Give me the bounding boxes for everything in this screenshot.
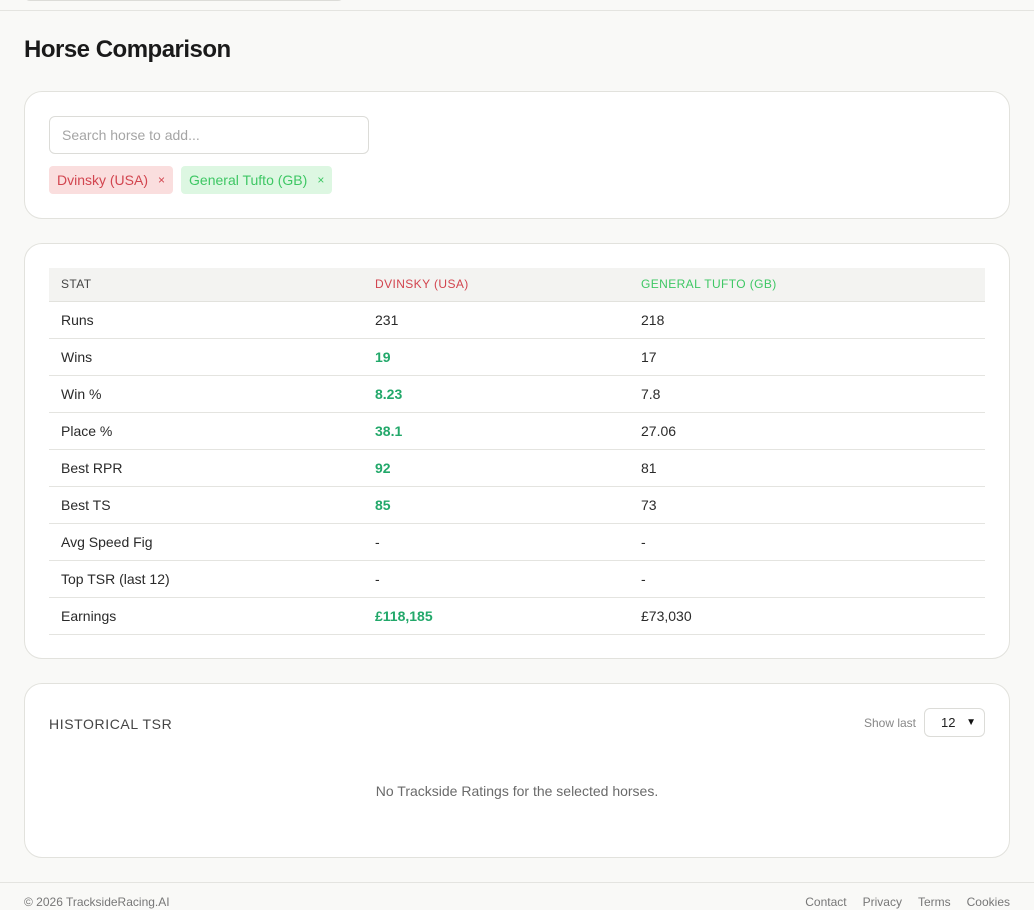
selected-horses: Dvinsky (USA) × General Tufto (GB) × <box>49 166 333 194</box>
page-title: Horse Comparison <box>24 36 231 63</box>
horse-chip-general-tufto: General Tufto (GB) × <box>181 166 333 194</box>
show-last-select[interactable]: 12 ▼ <box>924 708 985 737</box>
show-last-value: 12 <box>941 715 956 730</box>
horse-a-value: 38.1 <box>363 412 629 450</box>
stat-name: Win % <box>49 375 363 413</box>
horse-a-value: 231 <box>363 301 629 339</box>
horse-a-value: - <box>363 560 629 598</box>
horse-a-value: 85 <box>363 486 629 524</box>
table-row: Earnings £118,185 £73,030 <box>49 597 985 635</box>
horse-search-input[interactable] <box>49 116 369 154</box>
horse-a-value: - <box>363 523 629 561</box>
table-row: Place % 38.1 27.06 <box>49 412 985 450</box>
table-row: Wins 19 17 <box>49 338 985 376</box>
footer: © 2026 TracksideRacing.AI Contact Privac… <box>0 882 1034 910</box>
horse-b-value: £73,030 <box>629 597 985 635</box>
horse-chip-dvinsky: Dvinsky (USA) × <box>49 166 174 194</box>
table-row: Best TS 85 73 <box>49 486 985 524</box>
stat-name: Runs <box>49 301 363 339</box>
stat-name: Wins <box>49 338 363 376</box>
remove-chip-icon[interactable]: × <box>317 173 325 187</box>
horse-b-value: - <box>629 523 985 561</box>
chip-label: General Tufto (GB) <box>189 172 308 188</box>
copyright-text: © 2026 TracksideRacing.AI <box>24 895 170 909</box>
table-row: Top TSR (last 12) - - <box>49 560 985 598</box>
stat-name: Top TSR (last 12) <box>49 560 363 598</box>
horse-a-value: £118,185 <box>363 597 629 635</box>
stat-name: Best RPR <box>49 449 363 487</box>
table-row: Runs 231 218 <box>49 301 985 339</box>
header-stat: STAT <box>49 268 363 302</box>
top-bar <box>0 0 1034 11</box>
comparison-card: STAT DVINSKY (USA) GENERAL TUFTO (GB) Ru… <box>24 243 1010 659</box>
show-last-control: Show last 12 ▼ <box>864 708 985 737</box>
table-row: Win % 8.23 7.8 <box>49 375 985 413</box>
stat-name: Best TS <box>49 486 363 524</box>
horse-b-value: 81 <box>629 449 985 487</box>
top-search-stub[interactable] <box>24 0 344 1</box>
header-horse-b: GENERAL TUFTO (GB) <box>629 268 985 302</box>
empty-state-message: No Trackside Ratings for the selected ho… <box>375 783 659 799</box>
comparison-table: STAT DVINSKY (USA) GENERAL TUFTO (GB) Ru… <box>49 268 985 635</box>
horse-search-card: Dvinsky (USA) × General Tufto (GB) × <box>24 91 1010 219</box>
header-horse-a: DVINSKY (USA) <box>363 268 629 302</box>
remove-chip-icon[interactable]: × <box>158 173 166 187</box>
horse-b-value: 27.06 <box>629 412 985 450</box>
footer-link-contact[interactable]: Contact <box>805 895 847 909</box>
footer-links: Contact Privacy Terms Cookies <box>805 895 1010 909</box>
footer-link-privacy[interactable]: Privacy <box>862 895 902 909</box>
table-header-row: STAT DVINSKY (USA) GENERAL TUFTO (GB) <box>49 268 985 302</box>
stat-name: Place % <box>49 412 363 450</box>
horse-b-value: 73 <box>629 486 985 524</box>
horse-b-value: 7.8 <box>629 375 985 413</box>
footer-link-terms[interactable]: Terms <box>917 895 951 909</box>
horse-a-value: 19 <box>363 338 629 376</box>
chevron-down-icon: ▼ <box>966 717 976 728</box>
horse-a-value: 8.23 <box>363 375 629 413</box>
horse-a-value: 92 <box>363 449 629 487</box>
table-row: Best RPR 92 81 <box>49 449 985 487</box>
show-last-label: Show last <box>863 715 916 730</box>
horse-b-value: - <box>629 560 985 598</box>
footer-link-cookies[interactable]: Cookies <box>966 895 1010 909</box>
horse-b-value: 218 <box>629 301 985 339</box>
stat-name: Avg Speed Fig <box>49 523 363 561</box>
stat-name: Earnings <box>49 597 363 635</box>
tsr-title: HISTORICAL TSR <box>49 716 173 732</box>
table-row: Avg Speed Fig - - <box>49 523 985 561</box>
horse-b-value: 17 <box>629 338 985 376</box>
chip-label: Dvinsky (USA) <box>57 172 149 188</box>
historical-tsr-card: HISTORICAL TSR Show last 12 ▼ No Tracksi… <box>24 683 1010 858</box>
